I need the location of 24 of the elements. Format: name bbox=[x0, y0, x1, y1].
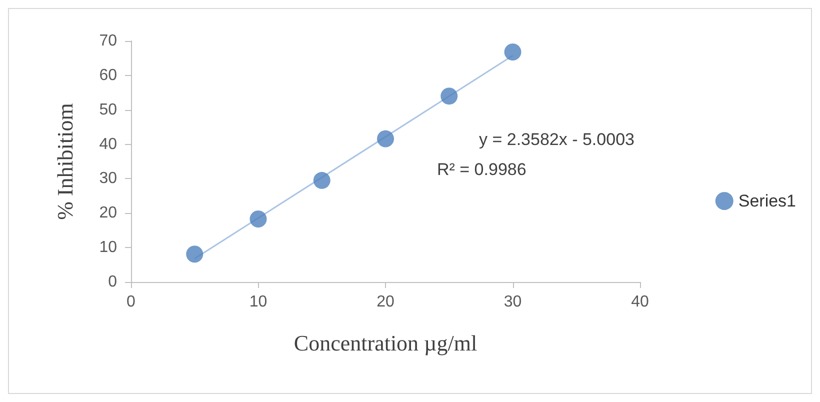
y-axis-title: % Inhibitiom bbox=[52, 103, 78, 220]
point bbox=[250, 210, 267, 228]
x-tick-label: 10 bbox=[249, 294, 268, 310]
y-tick-label: 70 bbox=[99, 32, 118, 50]
annotation: y = 2.3582x - 5.0003 bbox=[479, 130, 634, 149]
point bbox=[504, 44, 522, 61]
legend-label: Series1 bbox=[738, 192, 796, 210]
x-tick-label: 0 bbox=[126, 294, 136, 310]
y-tick-label: 30 bbox=[99, 170, 118, 188]
point bbox=[186, 246, 204, 263]
y-tick-label: 0 bbox=[108, 274, 118, 290]
point bbox=[313, 172, 330, 189]
point bbox=[440, 88, 458, 105]
point bbox=[377, 130, 394, 148]
y-tick-label: 60 bbox=[99, 66, 118, 84]
x-axis-title: Concentration µg/ml bbox=[294, 330, 478, 356]
y-tick-label: 20 bbox=[99, 204, 118, 222]
y-tick-label: 40 bbox=[99, 136, 118, 153]
annotation: R² = 0.9986 bbox=[437, 160, 526, 179]
y-tick-label: 10 bbox=[99, 239, 118, 256]
y-tick-label: 50 bbox=[99, 101, 118, 118]
x-tick-label: 20 bbox=[376, 294, 394, 310]
x-tick-label: 30 bbox=[504, 294, 522, 310]
x-tick-label: 40 bbox=[631, 294, 649, 310]
